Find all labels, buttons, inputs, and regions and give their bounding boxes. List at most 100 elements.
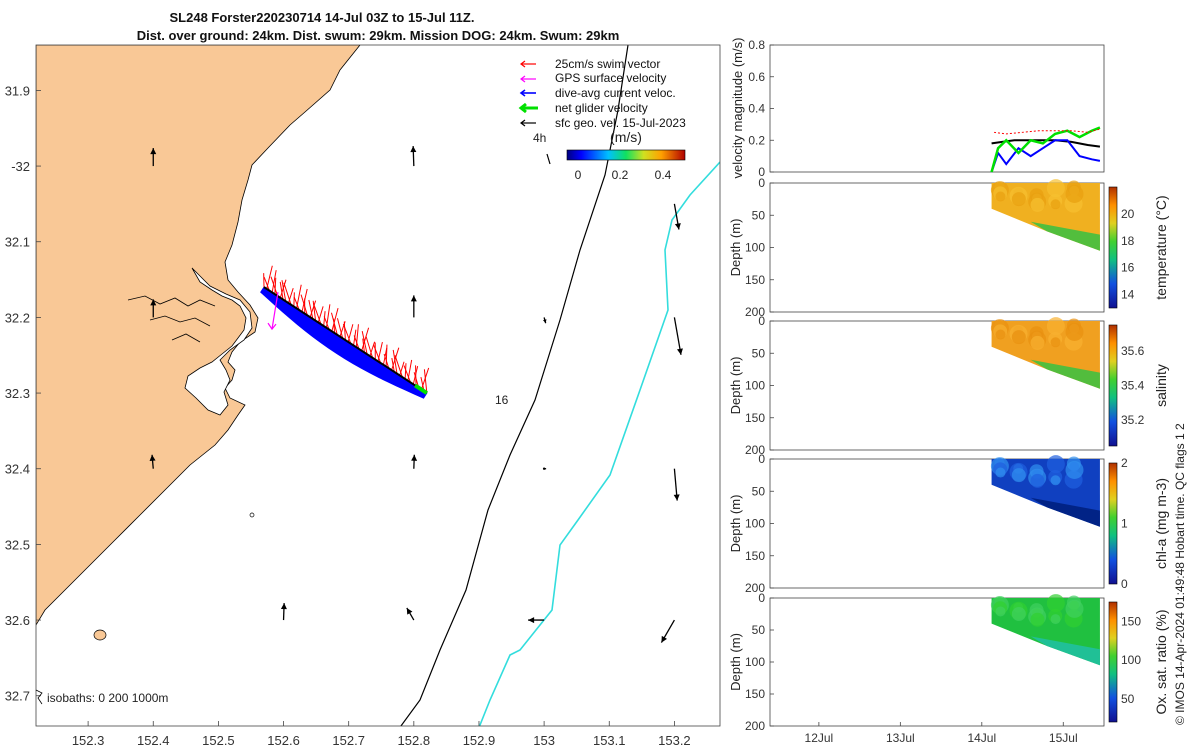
temperature-ytick: 0 [758,176,765,190]
oxygen-colorbar [1108,601,1118,723]
legend-item-net: net glider velocity [518,101,648,115]
salinity-ytick: 50 [752,346,766,360]
velocity-ytick: 0 [758,165,765,179]
annotation-4h: 4h [533,131,546,145]
oxygen-ytick: 0 [758,591,765,605]
geo-vector [150,148,157,167]
map-x-axis: 152.3 152.4 152.5 152.6 152.7 152.8 152.9 153 15… [72,721,691,748]
salinity-cb-tick: 35.2 [1121,413,1145,427]
velocity-series-line [990,139,1101,173]
chl-a-ytick: 200 [745,581,765,595]
map-ytick-label: 32.2 [5,310,30,325]
map-xtick-label: 152.5 [202,733,235,748]
map-xtick-label: 153 [533,733,555,748]
temperature-ytick: 100 [745,241,765,255]
chl-a-ylabel: Depth (m) [728,495,743,553]
net-velocity-arrow [414,383,428,395]
imos-copyright-note: © IMOS 14-Apr-2024 01:49:48 Hobart time.… [1173,423,1187,725]
velocity-series-line [990,126,1101,173]
temperature-panel: 0 50 100 150 200 Depth (m) 14 16 18 20 temperature… [728,176,1169,319]
svg-text:dive-avg current veloc.: dive-avg current veloc. [555,86,676,100]
velocity-ytick: 0.6 [748,70,765,84]
map-xtick-label: 152.9 [463,733,496,748]
map-xtick-label: 152.3 [72,733,105,748]
isobath-label-marker [35,689,43,705]
colorbar-unit: (m/s) [610,129,642,145]
map-xtick-label: 153.2 [658,733,691,748]
legend-item-swim: 25cm/s swim vector [520,57,660,71]
geo-vector [280,603,287,621]
gps-velocity-arrow [271,292,279,330]
map-panel: 152.3 152.4 152.5 152.6 152.7 152.8 152.9 153 15… [5,44,721,748]
dive-avg-current-band [260,286,428,399]
legend-item-geo: sfc geo. vel. 15-Jul-2023 [520,116,686,130]
map-xtick-label: 152.6 [267,733,300,748]
svg-text:sfc geo. vel. 15-Jul-2023: sfc geo. vel. 15-Jul-2023 [555,116,686,130]
temperature-cb-tick: 14 [1121,288,1135,302]
salinity-ytick: 0 [758,314,765,328]
title-line-2: Dist. over ground: 24km. Dist. swum: 29k… [137,28,620,43]
map-frame [35,44,721,727]
time-xtick-label: 13Jul [886,731,915,745]
oxygen-ylabel: Depth (m) [728,633,743,691]
oxygen-ytick: 150 [745,687,765,701]
geo-vector-dot [542,467,546,470]
geo-vector [411,454,418,469]
map-ytick-label: 32.3 [5,386,30,401]
oxygen-cb-tick: 150 [1121,614,1141,628]
colorbar-tick-0: 0 [575,168,582,182]
map-ytick-label: 32.1 [5,235,30,250]
time-xtick-label: 12Jul [805,731,834,745]
temperature-cb-label: temperature (°C) [1153,195,1169,299]
time-xtick-label: 14Jul [967,731,996,745]
isobath-1000m [478,161,720,726]
oxygen-cb-tick: 100 [1121,653,1141,667]
chl-a-ytick: 150 [745,549,765,563]
geo-vector [673,468,680,501]
legend-item-gps: GPS surface velocity [520,71,666,85]
salinity-colorbar [1108,324,1118,447]
oxygen-ytick: 50 [752,623,766,637]
colorbar-tick-2: 0.4 [655,168,672,182]
map-xtick-label: 152.8 [398,733,431,748]
salinity-cb-label: salinity [1153,364,1169,407]
temperature-ytick: 200 [745,305,765,319]
map-ytick-label: 32.7 [5,689,30,704]
chl-a-ytick: 50 [752,484,766,498]
island [93,629,107,641]
salinity-ylabel: Depth (m) [728,357,743,415]
coastline-land [36,45,361,626]
estuary-lake [184,267,253,416]
map-xtick-label: 152.7 [332,733,365,748]
geo-vector [149,454,156,469]
geo-vector [528,617,545,624]
chl-a-cb-tick: 0 [1121,577,1128,591]
time-xtick-label: 15Jul [1049,731,1078,745]
swim-vectors [263,265,430,394]
geo-vector [406,607,415,621]
map-ytick-label: 32.5 [5,537,30,552]
annotation-16: 16 [495,393,509,407]
svg-text:25cm/s swim vector: 25cm/s swim vector [555,57,660,71]
temperature-ylabel: Depth (m) [728,219,743,277]
geo-vector [410,146,417,167]
track-line [263,286,428,394]
oxygen-cb-tick: 50 [1121,692,1135,706]
geo-vector [673,203,681,230]
salinity-panel: 0 50 100 150 200 Depth (m) 35.2 35.4 35.6 salinit… [728,314,1169,457]
geo-vector [410,295,417,318]
glider-track [260,265,430,399]
map-ytick-label: 32.4 [5,462,30,477]
temperature-ytick: 50 [752,208,766,222]
chl-a-colorbar [1108,462,1118,585]
isobath-label: isobaths: 0 200 1000m [47,691,168,705]
oxygen-ytick: 200 [745,719,765,733]
map-xtick-label: 152.4 [137,733,170,748]
title-line-1: SL248 Forster220230714 14-Jul 03Z to 15-… [170,10,475,25]
isobath-200m [400,45,629,726]
salinity-cb-tick: 35.4 [1121,379,1145,393]
geo-vector [150,299,157,318]
